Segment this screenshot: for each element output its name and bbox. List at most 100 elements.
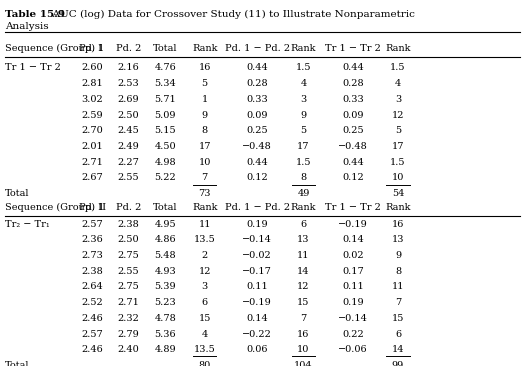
Text: Rank: Rank (192, 203, 217, 212)
Text: 0.11: 0.11 (246, 283, 268, 291)
Text: 0.14: 0.14 (342, 235, 364, 244)
Text: 0.44: 0.44 (246, 158, 268, 167)
Text: 0.44: 0.44 (342, 63, 364, 72)
Text: 8: 8 (395, 267, 401, 276)
Text: 2.75: 2.75 (118, 251, 140, 260)
Text: Tr 1 − Tr 2: Tr 1 − Tr 2 (325, 203, 381, 212)
Text: 49: 49 (297, 189, 310, 198)
Text: 4: 4 (202, 329, 208, 339)
Text: 2.46: 2.46 (81, 345, 103, 354)
Text: 16: 16 (392, 220, 404, 228)
Text: 1.5: 1.5 (296, 158, 311, 167)
Text: 2.75: 2.75 (118, 283, 140, 291)
Text: 13.5: 13.5 (194, 235, 216, 244)
Text: Pd. 2: Pd. 2 (116, 203, 141, 212)
Text: 0.28: 0.28 (246, 79, 268, 88)
Text: 7: 7 (300, 314, 307, 323)
Text: 17: 17 (297, 142, 310, 151)
Text: 2.52: 2.52 (81, 298, 103, 307)
Text: 54: 54 (392, 189, 404, 198)
Text: 3.02: 3.02 (81, 95, 103, 104)
Text: 0.22: 0.22 (342, 329, 364, 339)
Text: −0.48: −0.48 (338, 142, 368, 151)
Text: 7: 7 (202, 173, 208, 182)
Text: 4.86: 4.86 (154, 235, 176, 244)
Text: 2.27: 2.27 (118, 158, 140, 167)
Text: 6: 6 (202, 298, 208, 307)
Text: 4.89: 4.89 (154, 345, 176, 354)
Text: 4.95: 4.95 (154, 220, 176, 228)
Text: 6: 6 (300, 220, 307, 228)
Text: 2.70: 2.70 (81, 126, 103, 135)
Text: 2.71: 2.71 (118, 298, 140, 307)
Text: 7: 7 (395, 298, 401, 307)
Text: Sequence (Group) II: Sequence (Group) II (5, 203, 107, 212)
Text: 5.15: 5.15 (154, 126, 176, 135)
Text: 1.5: 1.5 (390, 63, 406, 72)
Text: 0.02: 0.02 (342, 251, 364, 260)
Text: 16: 16 (198, 63, 211, 72)
Text: 2.50: 2.50 (118, 111, 140, 120)
Text: 0.11: 0.11 (342, 283, 364, 291)
Text: 2.73: 2.73 (81, 251, 103, 260)
Text: 0.33: 0.33 (342, 95, 364, 104)
Text: 8: 8 (202, 126, 208, 135)
Text: 2.69: 2.69 (118, 95, 140, 104)
Text: 9: 9 (395, 251, 401, 260)
Text: 0.25: 0.25 (246, 126, 268, 135)
Text: 0.19: 0.19 (342, 298, 364, 307)
Text: 13.5: 13.5 (194, 345, 216, 354)
Text: 5.48: 5.48 (154, 251, 176, 260)
Text: −0.02: −0.02 (243, 251, 272, 260)
Text: 0.14: 0.14 (246, 314, 268, 323)
Text: Pd. 1 − Pd. 2: Pd. 1 − Pd. 2 (225, 203, 290, 212)
Text: 15: 15 (297, 298, 310, 307)
Text: 2.64: 2.64 (81, 283, 103, 291)
Text: 11: 11 (297, 251, 310, 260)
Text: Total: Total (5, 361, 30, 366)
Text: 0.19: 0.19 (246, 220, 268, 228)
Text: −0.19: −0.19 (338, 220, 368, 228)
Text: Analysis: Analysis (5, 22, 49, 31)
Text: 5.22: 5.22 (154, 173, 176, 182)
Text: 17: 17 (392, 142, 404, 151)
Text: 2.16: 2.16 (118, 63, 140, 72)
Text: 3: 3 (300, 95, 307, 104)
Text: 2.67: 2.67 (81, 173, 103, 182)
Text: 5: 5 (202, 79, 208, 88)
Text: −0.17: −0.17 (243, 267, 272, 276)
Text: 11: 11 (198, 220, 211, 228)
Text: 5.39: 5.39 (154, 283, 176, 291)
Text: 0.25: 0.25 (342, 126, 364, 135)
Text: Rank: Rank (385, 203, 411, 212)
Text: 2.53: 2.53 (118, 79, 140, 88)
Text: 0.12: 0.12 (246, 173, 268, 182)
Text: 2.38: 2.38 (81, 267, 103, 276)
Text: 15: 15 (392, 314, 404, 323)
Text: 14: 14 (392, 345, 404, 354)
Text: 2.57: 2.57 (81, 220, 103, 228)
Text: 4.93: 4.93 (154, 267, 176, 276)
Text: 1.5: 1.5 (296, 63, 311, 72)
Text: 1: 1 (202, 95, 208, 104)
Text: Rank: Rank (385, 44, 411, 53)
Text: −0.14: −0.14 (338, 314, 368, 323)
Text: Total: Total (153, 44, 177, 53)
Text: 5.34: 5.34 (154, 79, 176, 88)
Text: 1.5: 1.5 (390, 158, 406, 167)
Text: 9: 9 (202, 111, 208, 120)
Text: 9: 9 (300, 111, 307, 120)
Text: 0.09: 0.09 (342, 111, 363, 120)
Text: 3: 3 (202, 283, 208, 291)
Text: 4: 4 (395, 79, 401, 88)
Text: 2.40: 2.40 (118, 345, 140, 354)
Text: 5: 5 (300, 126, 307, 135)
Text: −0.19: −0.19 (243, 298, 272, 307)
Text: 11: 11 (392, 283, 404, 291)
Text: Pd. 1 − Pd. 2: Pd. 1 − Pd. 2 (225, 44, 290, 53)
Text: 0.33: 0.33 (246, 95, 268, 104)
Text: −0.06: −0.06 (338, 345, 368, 354)
Text: 17: 17 (198, 142, 211, 151)
Text: 5.36: 5.36 (154, 329, 176, 339)
Text: 8: 8 (300, 173, 307, 182)
